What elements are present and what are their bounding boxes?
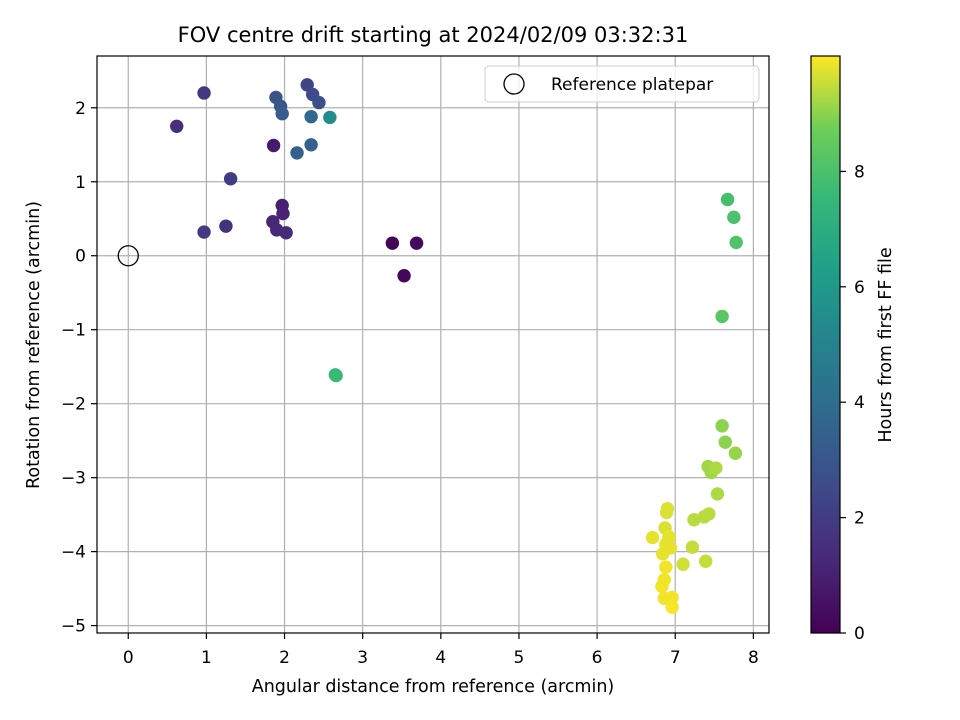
scatter-point xyxy=(729,235,743,250)
scatter-point xyxy=(385,236,400,250)
scatter-point xyxy=(304,109,318,124)
chart-title: FOV centre drift starting at 2024/02/09 … xyxy=(178,23,689,47)
y-tick-label: −5 xyxy=(61,617,86,637)
x-tick-label: 1 xyxy=(201,648,212,668)
scatter-point xyxy=(197,225,211,239)
y-tick-label: −2 xyxy=(61,395,86,415)
legend: Reference platepar xyxy=(484,65,760,103)
colorbar-tick-label: 0 xyxy=(854,624,865,644)
x-tick-label: 6 xyxy=(592,648,603,668)
scatter-point xyxy=(728,446,743,460)
colorbar-frame xyxy=(810,55,841,634)
reference-platepar-marker xyxy=(117,245,139,267)
axes: 0 1 2 3 4 5 6 7 8 −5 −4 −3 −2 −1 0 1 2 xyxy=(61,99,759,668)
y-tick-label: 1 xyxy=(75,173,86,193)
y-tick-label: −3 xyxy=(61,469,86,489)
y-tick-label: 0 xyxy=(75,247,86,267)
x-tick-label: 8 xyxy=(748,648,759,668)
scatter-point xyxy=(665,600,679,614)
x-tick-label: 3 xyxy=(357,648,368,668)
scatter-point xyxy=(687,513,701,527)
scatter-point xyxy=(702,507,716,521)
y-tick-label: 2 xyxy=(75,99,86,119)
plot-frame xyxy=(96,55,770,634)
scatter-point xyxy=(312,95,326,110)
grid-lines xyxy=(97,56,769,633)
legend-box xyxy=(484,65,760,103)
colorbar: 0 2 4 6 8 Hours from first FF file xyxy=(810,55,896,644)
scatter-point xyxy=(659,560,673,574)
x-tick-label: 2 xyxy=(279,648,290,668)
scatter-point xyxy=(718,435,732,449)
scatter-point xyxy=(197,86,211,100)
y-axis-label: Rotation from reference (arcmin) xyxy=(24,201,44,489)
scatter-point xyxy=(710,487,725,501)
scatter-point xyxy=(397,269,411,283)
scatter-point xyxy=(279,226,293,240)
colorbar-ticks: 0 2 4 6 8 xyxy=(840,162,865,644)
scatter-point xyxy=(276,206,290,221)
x-tick-label: 5 xyxy=(514,648,525,668)
scatter-point xyxy=(219,219,233,233)
scatter-point xyxy=(645,530,660,545)
scatter-point xyxy=(223,172,238,186)
scatter-point xyxy=(659,505,674,520)
scatter-point xyxy=(685,540,700,554)
scatter-point xyxy=(328,368,343,382)
scatter-point xyxy=(699,554,713,568)
x-tick-label: 4 xyxy=(435,648,446,668)
scatter-point xyxy=(656,547,670,561)
scatter-point xyxy=(655,579,669,594)
y-tick-label: −4 xyxy=(61,543,86,563)
y-tick-label: −1 xyxy=(61,321,86,341)
x-tick-label: 7 xyxy=(670,648,681,668)
colorbar-tick-label: 4 xyxy=(854,393,865,413)
scatter-point xyxy=(170,119,184,133)
scatter-point xyxy=(290,146,304,160)
colorbar-tick-label: 2 xyxy=(854,509,865,529)
x-axis-label: Angular distance from reference (arcmin) xyxy=(252,677,615,697)
legend-open-circle-marker xyxy=(503,73,525,95)
colorbar-tick-label: 8 xyxy=(854,162,865,182)
scatter-point xyxy=(304,138,318,152)
colorbar-tick-label: 6 xyxy=(854,278,865,298)
scatter-point xyxy=(409,236,424,250)
scatter-point xyxy=(727,210,741,224)
scatter-point xyxy=(715,419,729,433)
colorbar-gradient xyxy=(811,56,840,633)
scatter-point xyxy=(715,309,729,324)
x-tick-label: 0 xyxy=(123,648,134,668)
scatter-point xyxy=(709,461,723,475)
legend-label: Reference platepar xyxy=(551,75,713,95)
scatter-point xyxy=(266,138,281,153)
scatter-point xyxy=(275,107,289,121)
scatter-point xyxy=(665,590,679,605)
scatter-point xyxy=(676,557,690,571)
colorbar-label: Hours from first FF file xyxy=(876,247,896,442)
data-points xyxy=(117,78,743,614)
scatter-point xyxy=(323,110,337,125)
scatter-point xyxy=(720,192,735,207)
